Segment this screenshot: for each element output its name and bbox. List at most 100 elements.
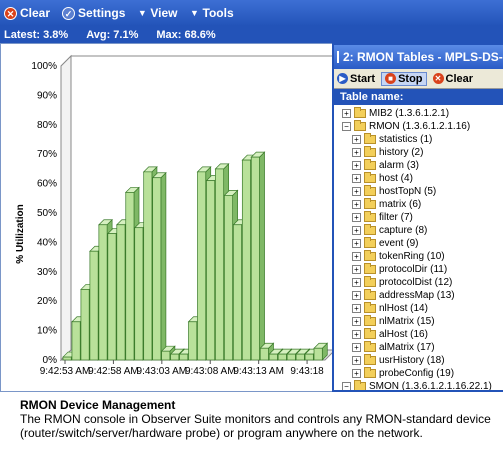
start-button[interactable]: ▶ Start <box>337 73 375 85</box>
x-tick-label: 9:43:18 <box>290 366 324 377</box>
folder-icon <box>364 354 376 365</box>
tree-item-label: protocolDist (12) <box>379 277 453 288</box>
tree-item[interactable]: + alMatrix (17) <box>334 341 503 354</box>
expand-icon[interactable]: + <box>352 369 361 378</box>
tree-item-label: alHost (16) <box>379 329 428 340</box>
tree-item[interactable]: + nlHost (14) <box>334 302 503 315</box>
expand-icon[interactable]: + <box>352 239 361 248</box>
stop-icon: ■ <box>385 73 397 84</box>
folder-icon <box>364 250 376 261</box>
expand-icon[interactable]: + <box>352 356 361 365</box>
settings-button[interactable]: ✓ Settings <box>62 6 125 20</box>
tree-item[interactable]: + event (9) <box>334 237 503 250</box>
caption-line: (router/switch/server/hardware probe) or… <box>20 426 423 440</box>
tree-item-label: statistics (1) <box>379 134 433 145</box>
expand-icon[interactable]: + <box>352 187 361 196</box>
y-tick-label: 100% <box>31 61 57 72</box>
clear-label: Clear <box>20 6 51 20</box>
tree-item-label: MIB2 (1.3.6.1.2.1) <box>369 108 450 119</box>
tree-item[interactable]: + probeConfig (19) <box>334 367 503 380</box>
folder-icon <box>364 289 376 300</box>
collapse-icon[interactable]: − <box>342 382 351 390</box>
expand-icon[interactable]: + <box>352 252 361 261</box>
tree-item[interactable]: + filter (7) <box>334 211 503 224</box>
expand-icon[interactable]: + <box>352 148 361 157</box>
expand-icon[interactable]: + <box>352 278 361 287</box>
tree-item-label: probeConfig (19) <box>379 368 455 379</box>
y-tick-label: 20% <box>37 296 57 307</box>
expand-icon[interactable]: + <box>352 265 361 274</box>
tree-item[interactable]: + MIB2 (1.3.6.1.2.1) <box>334 107 503 120</box>
expand-icon[interactable]: + <box>352 304 361 313</box>
tree-item[interactable]: + addressMap (13) <box>334 289 503 302</box>
expand-icon[interactable]: + <box>352 200 361 209</box>
latest-stat: Latest: 3.8% <box>4 28 69 41</box>
stats-bar: Latest: 3.8% Avg: 7.1% Max: 68.6% <box>0 26 503 43</box>
tree-item[interactable]: + alHost (16) <box>334 328 503 341</box>
stop-button[interactable]: ■ Stop <box>381 71 427 86</box>
tree-item[interactable]: − SMON (1.3.6.1.2.1.16.22.1) <box>334 380 503 390</box>
expand-icon[interactable]: + <box>352 343 361 352</box>
tree-item[interactable]: + host (4) <box>334 172 503 185</box>
y-tick-label: 30% <box>37 267 57 278</box>
rmon-tables-window: 2: RMON Tables - MPLS-DS-R ▶ Start ■ Sto… <box>332 43 503 392</box>
chart-bars <box>62 151 329 361</box>
play-icon: ▶ <box>337 73 348 84</box>
tree-item[interactable]: + tokenRing (10) <box>334 250 503 263</box>
tree-item-label: SMON (1.3.6.1.2.1.16.22.1) <box>369 381 492 390</box>
tree-item[interactable]: + matrix (6) <box>334 198 503 211</box>
x-tick-label: 9:43:03 AM <box>137 366 188 377</box>
tree-item[interactable]: − RMON (1.3.6.1.2.1.16) <box>334 120 503 133</box>
tree-item[interactable]: + alarm (3) <box>334 159 503 172</box>
clear-icon: ✕ <box>4 6 17 20</box>
x-tick-label: 9:43:13 AM <box>233 366 284 377</box>
tree-item[interactable]: + protocolDir (11) <box>334 263 503 276</box>
chart-bar <box>250 151 266 361</box>
folder-icon <box>364 276 376 287</box>
folder-icon <box>364 328 376 339</box>
avg-stat: Avg: 7.1% <box>86 28 139 41</box>
tree-item[interactable]: + usrHistory (18) <box>334 354 503 367</box>
tree-item-label: RMON (1.3.6.1.2.1.16) <box>369 121 471 132</box>
expand-icon[interactable]: + <box>352 135 361 144</box>
expand-icon[interactable]: + <box>352 174 361 183</box>
expand-icon[interactable]: + <box>352 330 361 339</box>
tree-item[interactable]: + hostTopN (5) <box>334 185 503 198</box>
folder-icon <box>364 133 376 144</box>
y-tick-label: 50% <box>37 208 57 219</box>
folder-icon <box>364 185 376 196</box>
y-tick-label: 70% <box>37 149 57 160</box>
tree-item[interactable]: + history (2) <box>334 146 503 159</box>
clear-button[interactable]: ✕ Clear <box>4 6 50 20</box>
tree-item[interactable]: + nlMatrix (15) <box>334 315 503 328</box>
app-screenshot: ✕ Clear ✓ Settings ▼ View ▼ Tools Latest… <box>0 0 503 392</box>
y-tick-label: 40% <box>37 237 57 248</box>
chart-side-wall <box>60 54 72 362</box>
expand-icon[interactable]: + <box>352 291 361 300</box>
folder-icon <box>364 341 376 352</box>
rmon-window-titlebar[interactable]: 2: RMON Tables - MPLS-DS-R <box>334 45 503 69</box>
tools-menu[interactable]: ▼ Tools <box>190 6 234 20</box>
folder-icon <box>364 159 376 170</box>
tree-item[interactable]: + statistics (1) <box>334 133 503 146</box>
expand-icon[interactable]: + <box>352 317 361 326</box>
expand-icon[interactable]: + <box>352 213 361 222</box>
expand-icon[interactable]: + <box>352 226 361 235</box>
start-label: Start <box>350 72 376 85</box>
expand-icon[interactable]: + <box>352 161 361 170</box>
dropdown-arrow-icon: ▼ <box>137 7 147 18</box>
tree-item[interactable]: + protocolDist (12) <box>334 276 503 289</box>
tree-item-label: history (2) <box>379 147 424 158</box>
tree-item-label: nlHost (14) <box>379 303 428 314</box>
tree-item[interactable]: + capture (8) <box>334 224 503 237</box>
chart-bar <box>313 342 329 361</box>
folder-icon <box>364 263 376 274</box>
expand-icon[interactable]: + <box>342 109 351 118</box>
dropdown-arrow-icon: ▼ <box>190 7 199 18</box>
rmon-clear-label: Clear <box>445 72 474 85</box>
view-menu[interactable]: ▼ View <box>137 6 178 20</box>
tree-item-label: alarm (3) <box>379 160 420 171</box>
rmon-clear-button[interactable]: ✕ Clear <box>432 72 474 85</box>
collapse-icon[interactable]: − <box>342 122 351 131</box>
tree-item-label: nlMatrix (15) <box>379 316 435 327</box>
